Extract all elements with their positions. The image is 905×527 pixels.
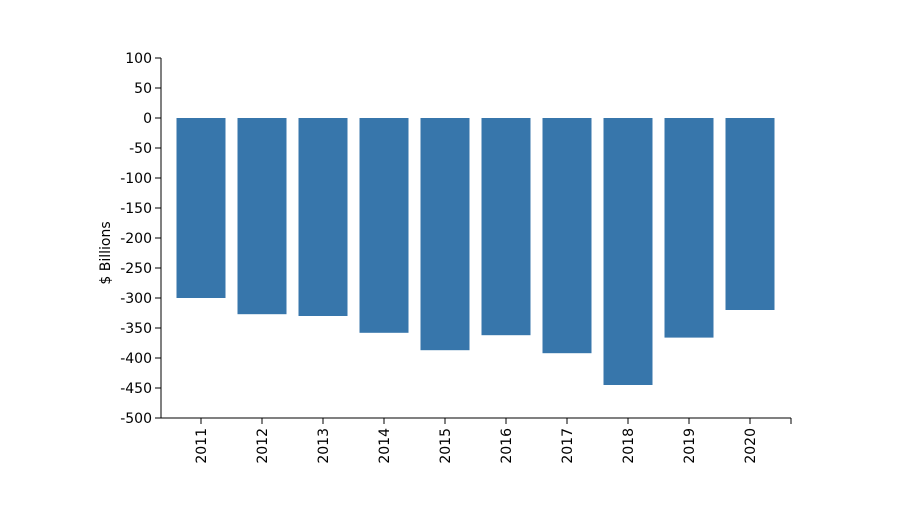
x-axis-ticks: 2011 2012 2013 2014 2015 2016 2017 2018 2019 2020 (194, 418, 792, 464)
x-tick-label: 2014 (377, 428, 393, 464)
y-tick-label: 50 (134, 81, 152, 97)
x-tick-label: 2017 (560, 428, 576, 464)
x-tick-label: 2012 (255, 428, 271, 464)
x-tick-label: 2020 (743, 428, 759, 464)
y-tick-label: -300 (120, 291, 152, 307)
bar-2020 (725, 118, 775, 310)
y-tick-label: -200 (120, 231, 152, 247)
bar-2013 (298, 118, 348, 316)
y-tick-label: 0 (143, 111, 152, 127)
x-tick-label: 2018 (621, 428, 637, 464)
bar-2015 (420, 118, 470, 351)
bar-2019 (664, 118, 714, 338)
bar-2018 (603, 118, 653, 385)
y-tick-label: 100 (125, 51, 152, 67)
bar-2012 (237, 118, 287, 315)
y-tick-label: -400 (120, 351, 152, 367)
y-axis-ticks: 100 50 0 -50 -100 -150 -200 -250 -300 -350 -400 -45… (120, 51, 161, 427)
y-tick-label: -350 (120, 321, 152, 337)
bar-2014 (359, 118, 409, 333)
y-tick-label: -500 (120, 411, 152, 427)
y-tick-label: -450 (120, 381, 152, 397)
x-tick-label: 2013 (316, 428, 332, 464)
bar-2017 (542, 118, 592, 354)
y-tick-label: -100 (120, 171, 152, 187)
x-tick-label: 2011 (194, 428, 210, 464)
bar-2016 (481, 118, 531, 336)
bar-2011 (176, 118, 226, 298)
bars-group (176, 118, 775, 385)
x-tick-label: 2015 (438, 428, 454, 464)
y-axis-title: $ Billions (98, 221, 114, 284)
y-tick-label: -50 (129, 141, 152, 157)
x-tick-label: 2019 (682, 428, 698, 464)
y-tick-label: -150 (120, 201, 152, 217)
x-tick-label: 2016 (499, 428, 515, 464)
y-tick-label: -250 (120, 261, 152, 277)
